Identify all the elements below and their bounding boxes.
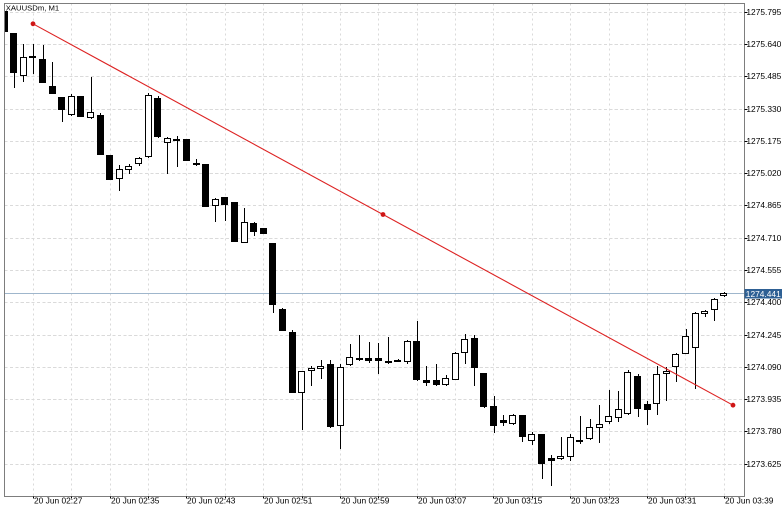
svg-text:20 Jun 03:07: 20 Jun 03:07	[418, 496, 467, 506]
svg-text:20 Jun 03:39: 20 Jun 03:39	[725, 496, 774, 506]
svg-text:1275.485: 1275.485	[746, 71, 781, 81]
svg-text:1275.640: 1275.640	[746, 39, 781, 49]
svg-text:1274.555: 1274.555	[746, 265, 781, 275]
svg-text:1275.795: 1275.795	[746, 7, 781, 17]
svg-text:1274.400: 1274.400	[746, 297, 781, 307]
svg-text:1274.245: 1274.245	[746, 330, 781, 340]
svg-text:20 Jun 03:23: 20 Jun 03:23	[571, 496, 620, 506]
svg-text:1273.780: 1273.780	[746, 426, 781, 436]
svg-text:20 Jun 02:27: 20 Jun 02:27	[34, 496, 83, 506]
svg-text:20 Jun 02:43: 20 Jun 02:43	[187, 496, 236, 506]
svg-text:1274.090: 1274.090	[746, 362, 781, 372]
svg-text:1274.441: 1274.441	[746, 289, 781, 299]
svg-text:1275.020: 1275.020	[746, 168, 781, 178]
svg-text:XAUUSDm, M1: XAUUSDm, M1	[6, 3, 59, 12]
svg-text:20 Jun 03:31: 20 Jun 03:31	[648, 496, 697, 506]
svg-text:1273.625: 1273.625	[746, 459, 781, 469]
svg-text:1273.935: 1273.935	[746, 394, 781, 404]
svg-text:1274.710: 1274.710	[746, 233, 781, 243]
svg-text:20 Jun 02:51: 20 Jun 02:51	[264, 496, 313, 506]
svg-text:1275.175: 1275.175	[746, 136, 781, 146]
svg-text:20 Jun 02:59: 20 Jun 02:59	[341, 496, 390, 506]
svg-text:20 Jun 03:15: 20 Jun 03:15	[494, 496, 543, 506]
svg-text:20 Jun 02:35: 20 Jun 02:35	[111, 496, 160, 506]
svg-text:1274.865: 1274.865	[746, 200, 781, 210]
svg-text:1275.330: 1275.330	[746, 104, 781, 114]
